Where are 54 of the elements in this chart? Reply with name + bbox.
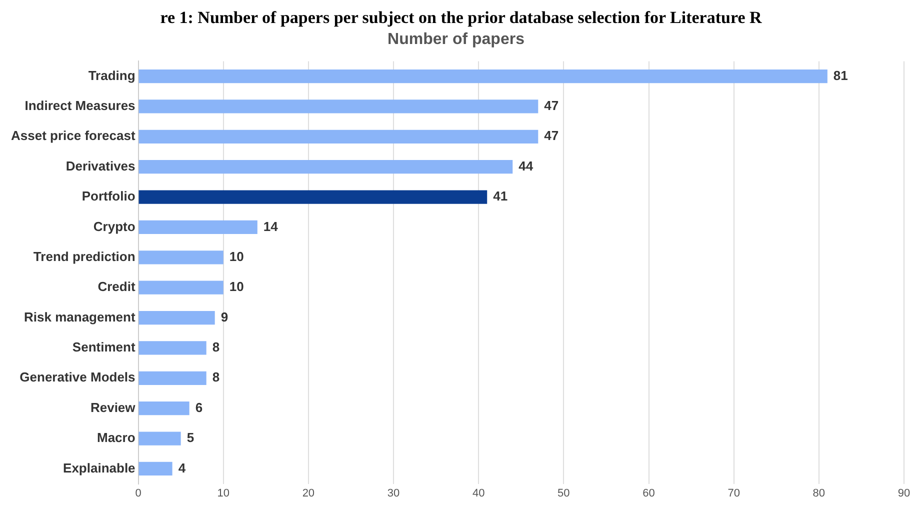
data-label: 8: [212, 340, 220, 355]
y-tick-label: Explainable: [63, 460, 136, 476]
y-tick-label: Macro: [96, 430, 136, 446]
data-label: 41: [493, 188, 508, 204]
y-tick-label: Asset price forecast: [11, 128, 136, 144]
data-label: 9: [220, 309, 228, 324]
bar: [138, 130, 538, 144]
y-tick-label: Sentiment: [72, 340, 136, 355]
bar: [138, 462, 172, 476]
x-tick-label: 80: [812, 487, 826, 500]
bar: [138, 100, 538, 114]
x-tick-label: 70: [728, 487, 740, 500]
data-label: 5: [186, 430, 194, 446]
x-tick-label: 60: [642, 487, 655, 500]
data-label: 47: [544, 128, 559, 144]
y-tick-label: Indirect Measures: [24, 98, 136, 114]
chart-title: Number of papers: [388, 31, 525, 48]
y-tick-label: Derivatives: [66, 158, 136, 174]
x-tick-label: 10: [217, 487, 230, 500]
bar: [138, 160, 513, 174]
text: re 1: Number of papers per subject on the prior database selection for Literature R: [159, 8, 763, 28]
y-tick-label: Trend prediction: [33, 248, 136, 264]
y-tick-label: Generative Models: [20, 370, 136, 385]
x-tick-label: 40: [472, 487, 485, 500]
bar: [138, 280, 224, 294]
bar: [138, 250, 224, 264]
bar: [138, 70, 828, 84]
y-tick-label: Risk management: [24, 309, 136, 324]
y-tick-label: Review: [90, 400, 136, 415]
data-label: 10: [229, 248, 244, 264]
data-label: 14: [263, 218, 279, 234]
bar: [138, 371, 206, 385]
x-tick-label: 50: [558, 487, 570, 500]
data-label: 8: [212, 370, 220, 385]
bar: [138, 402, 190, 416]
y-tick-label: Crypto: [93, 218, 136, 234]
data-label: 4: [178, 460, 186, 476]
y-tick-label: Credit: [98, 279, 136, 294]
y-tick-label: Trading: [88, 68, 136, 83]
data-label: 10: [229, 279, 244, 294]
bar: [138, 190, 488, 204]
bar: [138, 220, 258, 234]
data-label: 6: [195, 400, 203, 415]
data-label: 81: [833, 68, 848, 83]
x-tick-label: 90: [898, 487, 910, 500]
bar: [138, 341, 206, 355]
y-tick-label: Portfolio: [82, 188, 136, 204]
x-tick-label: 20: [302, 487, 315, 500]
x-tick-label: 0: [135, 487, 142, 500]
bar: [138, 432, 181, 446]
data-label: 44: [518, 158, 534, 174]
bar: [138, 310, 215, 325]
data-label: 47: [544, 98, 559, 114]
x-tick-label: 30: [387, 487, 400, 500]
